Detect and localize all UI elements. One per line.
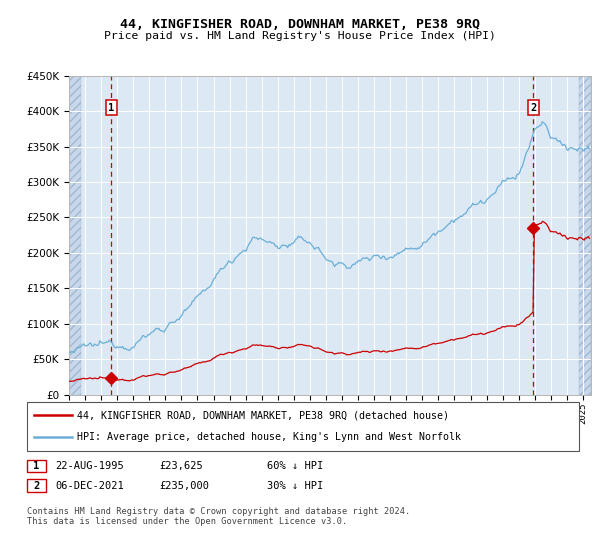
Text: 44, KINGFISHER ROAD, DOWNHAM MARKET, PE38 9RQ (detached house): 44, KINGFISHER ROAD, DOWNHAM MARKET, PE3… <box>77 410 449 421</box>
Text: Price paid vs. HM Land Registry's House Price Index (HPI): Price paid vs. HM Land Registry's House … <box>104 31 496 41</box>
Text: 60% ↓ HPI: 60% ↓ HPI <box>267 461 323 471</box>
Text: 1: 1 <box>108 102 115 113</box>
Text: £235,000: £235,000 <box>159 480 209 491</box>
Text: 30% ↓ HPI: 30% ↓ HPI <box>267 480 323 491</box>
Text: £23,625: £23,625 <box>159 461 203 471</box>
Text: 1: 1 <box>34 461 40 471</box>
Text: 2: 2 <box>530 102 536 113</box>
Text: 2: 2 <box>34 480 40 491</box>
Text: 22-AUG-1995: 22-AUG-1995 <box>55 461 124 471</box>
Text: HPI: Average price, detached house, King's Lynn and West Norfolk: HPI: Average price, detached house, King… <box>77 432 461 442</box>
Text: 44, KINGFISHER ROAD, DOWNHAM MARKET, PE38 9RQ: 44, KINGFISHER ROAD, DOWNHAM MARKET, PE3… <box>120 18 480 31</box>
Text: Contains HM Land Registry data © Crown copyright and database right 2024.
This d: Contains HM Land Registry data © Crown c… <box>27 507 410 526</box>
Text: 06-DEC-2021: 06-DEC-2021 <box>55 480 124 491</box>
